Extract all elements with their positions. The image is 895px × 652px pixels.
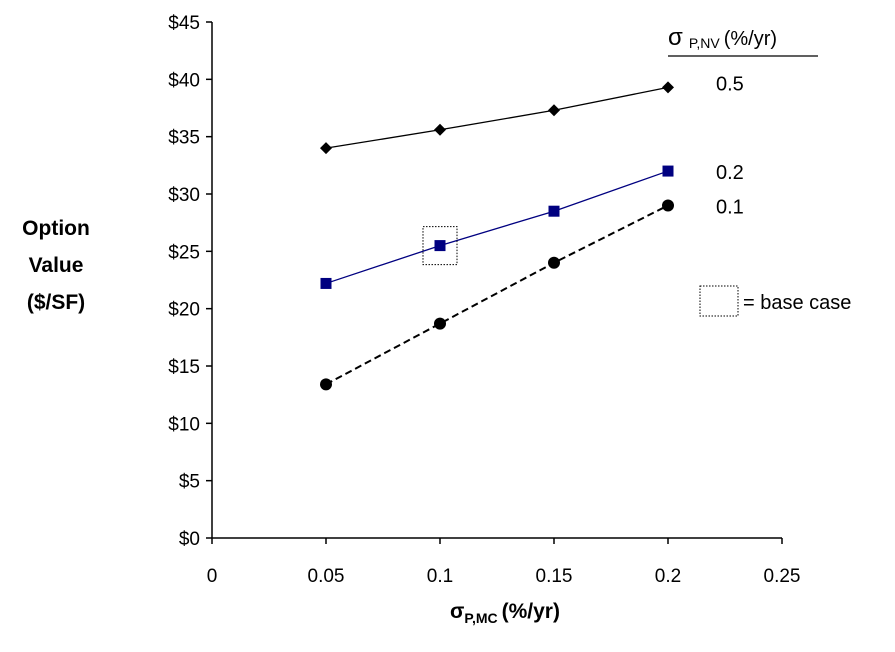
series-label-0.5: 0.5 (716, 73, 744, 95)
legend-title-subscript: P,NV (689, 35, 721, 51)
y-tick-label: $0 (179, 529, 200, 550)
y-axis-label-line-2: Value (29, 254, 84, 277)
legend-title-symbol: σ (668, 24, 683, 51)
data-point-square (662, 165, 674, 177)
data-point-circle (662, 199, 674, 212)
x-ticks: 0 0.05 0.1 0.15 0.2 0.25 (207, 538, 801, 587)
y-tick-label: $20 (168, 300, 200, 321)
y-tick-label: $35 (168, 128, 200, 149)
data-point-circle (320, 378, 332, 391)
legend-title-suffix: (%/yr) (724, 28, 777, 50)
x-axis-label-subscript: P,MC (464, 610, 497, 626)
y-tick-label: $45 (168, 13, 200, 34)
y-tick-label: $10 (168, 414, 200, 435)
x-tick-label: 0.25 (764, 566, 801, 587)
x-tick-label: 0.05 (308, 566, 345, 587)
x-tick-label: 0.2 (655, 566, 681, 587)
x-tick-label: 0.15 (536, 566, 573, 587)
y-axis-label-line-1: Option (22, 217, 90, 240)
y-tick-label: $15 (168, 357, 200, 378)
y-tick-label: $25 (168, 242, 200, 263)
base-case-key-label: = base case (743, 292, 851, 314)
x-axis-label-suffix: (%/yr) (502, 600, 560, 623)
data-point-square (320, 277, 332, 289)
series-label-0.2: 0.2 (716, 162, 744, 184)
data-point-diamond (548, 104, 560, 117)
y-tick-label: $30 (168, 185, 200, 206)
y-ticks: $0 $5 $10 $15 $20 $25 $30 $35 $40 $45 (168, 13, 212, 550)
y-tick-label: $40 (168, 70, 200, 91)
series-line-0.5 (325, 86, 669, 149)
series-label-0.1: 0.1 (716, 196, 744, 218)
y-axis-label-line-3: ($/SF) (27, 291, 85, 314)
series-line-0.2 (325, 170, 669, 285)
series-line-0.1 (325, 204, 669, 386)
data-point-square (434, 240, 446, 252)
series-layer: 0.5 0.2 0.1 (320, 73, 744, 391)
data-point-diamond (662, 81, 674, 94)
x-axis-label: σP,MC (%/yr) (450, 600, 560, 626)
legend-title: σ P,NV (%/yr) (668, 24, 777, 51)
data-point-circle (434, 317, 446, 330)
x-axis-label-symbol: σ (450, 600, 464, 623)
x-tick-label: 0.1 (427, 566, 453, 587)
x-tick-label: 0 (207, 566, 218, 587)
data-point-square (548, 205, 560, 217)
data-point-diamond (434, 123, 446, 136)
base-case-key-box (699, 285, 739, 317)
y-tick-label: $5 (179, 472, 200, 493)
data-point-circle (548, 256, 560, 269)
data-point-diamond (320, 142, 332, 155)
